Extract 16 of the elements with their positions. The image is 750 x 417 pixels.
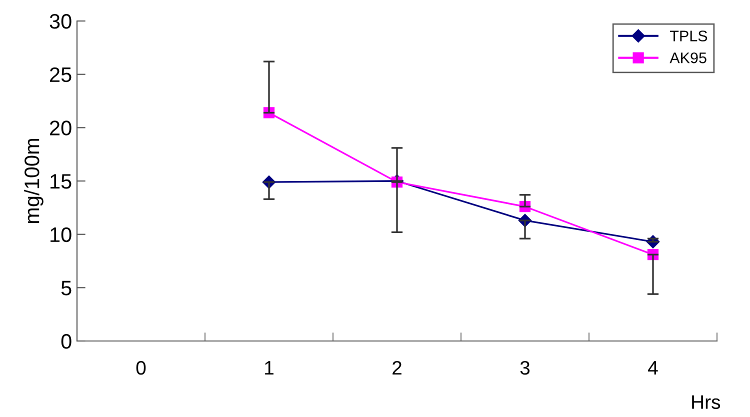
x-tick-label: 3 — [520, 360, 530, 375]
y-tick-label: 10 — [50, 227, 72, 242]
y-tick-label: 5 — [61, 280, 72, 296]
x-axis-title: Hrs — [692, 395, 720, 409]
y-axis-title: mg/100m — [24, 138, 44, 224]
y-tick-label: 20 — [50, 120, 72, 136]
x-tick-label: 4 — [648, 361, 658, 375]
x-tick-label: 0 — [136, 360, 146, 375]
legend-label: TPLS — [670, 30, 708, 42]
y-tick-label: 25 — [50, 67, 72, 82]
y-tick-label: 15 — [50, 174, 72, 189]
y-tick-label: 30 — [50, 14, 72, 29]
x-tick-label: 2 — [392, 360, 402, 375]
y-tick-label: 0 — [61, 334, 72, 349]
legend-label: AK95 — [670, 52, 706, 64]
x-tick-label: 1 — [265, 361, 274, 375]
